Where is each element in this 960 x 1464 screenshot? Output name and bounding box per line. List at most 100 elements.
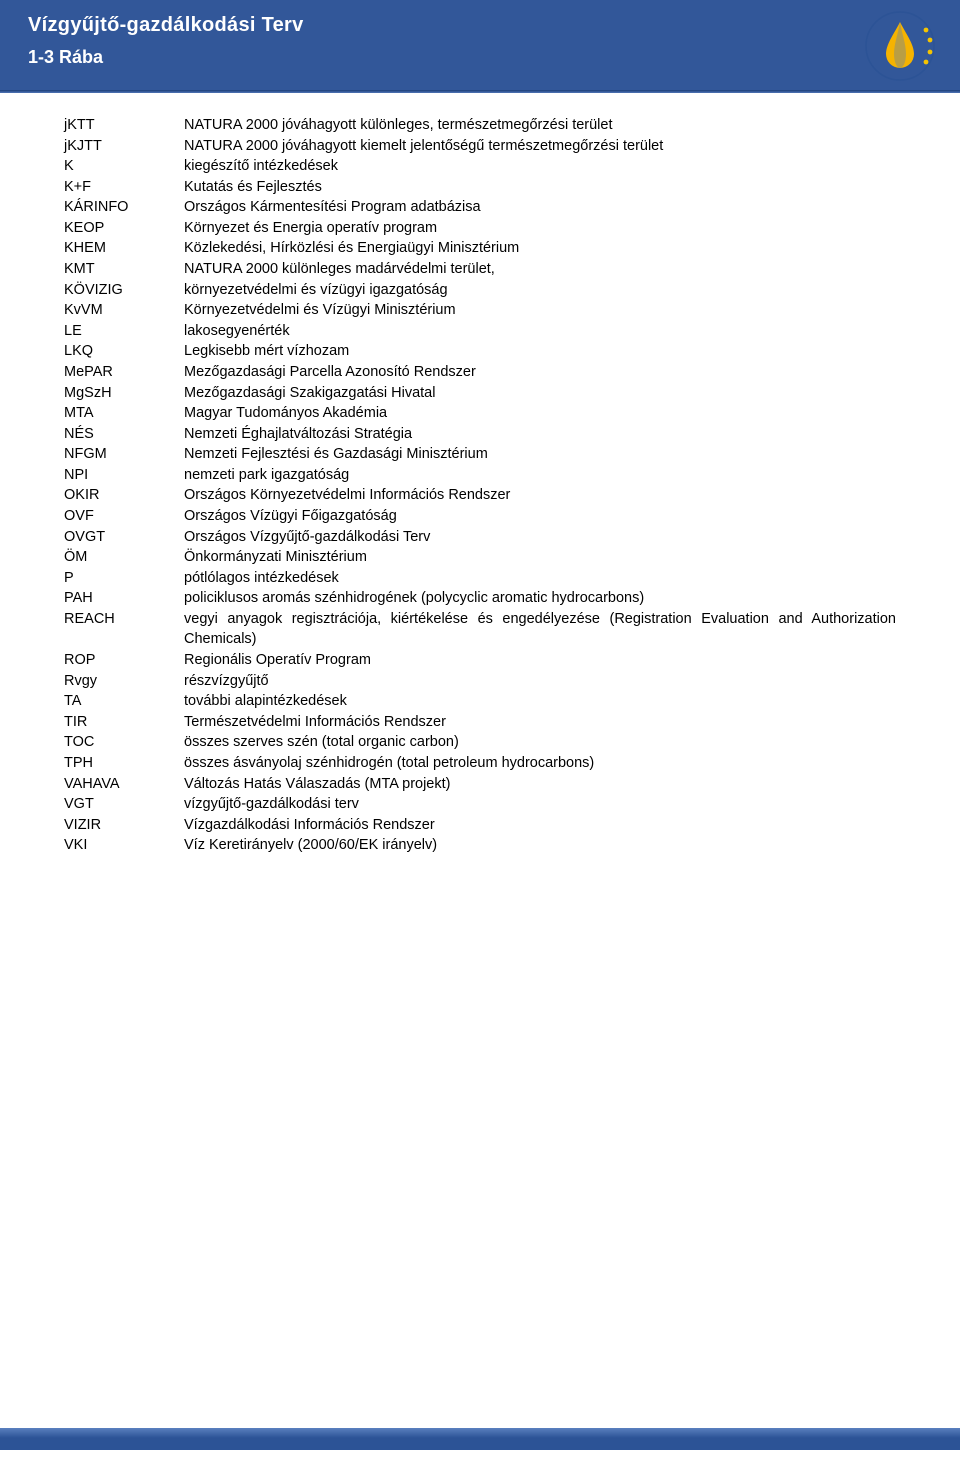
abbrev-definition: Vízgazdálkodási Információs Rendszer [184,815,896,836]
abbrev-definition: Mezőgazdasági Parcella Azonosító Rendsze… [184,362,896,383]
abbrev-code: KÁRINFO [64,197,184,218]
abbrev-definition: Országos Környezetvédelmi Információs Re… [184,485,896,506]
abbrev-definition: lakosegyenérték [184,321,896,342]
abbrev-code: LE [64,321,184,342]
abbrev-definition: összes ásványolaj szénhidrogén (total pe… [184,753,896,774]
abbrev-definition: Mezőgazdasági Szakigazgatási Hivatal [184,383,896,404]
abbrev-row: KHEMKözlekedési, Hírközlési és Energiaüg… [64,238,896,259]
abbrev-code: OKIR [64,485,184,506]
abbrev-code: NPI [64,465,184,486]
abbreviation-list: jKTTNATURA 2000 jóváhagyott különleges, … [0,93,960,896]
abbrev-row: jKTTNATURA 2000 jóváhagyott különleges, … [64,115,896,136]
abbrev-definition: Országos Vízügyi Főigazgatóság [184,506,896,527]
abbrev-code: OVGT [64,527,184,548]
abbrev-row: K+FKutatás és Fejlesztés [64,177,896,198]
abbrev-row: TAtovábbi alapintézkedések [64,691,896,712]
abbrev-code: VGT [64,794,184,815]
abbrev-definition: részvízgyűjtő [184,671,896,692]
abbrev-row: Ppótlólagos intézkedések [64,568,896,589]
footer-band [0,1428,960,1450]
abbrev-row: VIZIRVízgazdálkodási Információs Rendsze… [64,815,896,836]
abbrev-code: MePAR [64,362,184,383]
abbrev-code: KMT [64,259,184,280]
abbrev-code: VIZIR [64,815,184,836]
abbrev-code: REACH [64,609,184,630]
abbrev-code: jKTT [64,115,184,136]
abbrev-code: VKI [64,835,184,856]
abbrev-definition: Legkisebb mért vízhozam [184,341,896,362]
abbrev-definition: Magyar Tudományos Akadémia [184,403,896,424]
abbrev-code: MTA [64,403,184,424]
abbrev-row: ROPRegionális Operatív Program [64,650,896,671]
abbrev-row: jKJTTNATURA 2000 jóváhagyott kiemelt jel… [64,136,896,157]
abbrev-definition: Nemzeti Fejlesztési és Gazdasági Miniszt… [184,444,896,465]
page-header: Vízgyűjtő-gazdálkodási Terv 1-3 Rába [0,0,960,90]
abbrev-code: TA [64,691,184,712]
header-subtitle: 1-3 Rába [28,47,960,68]
header-title: Vízgyűjtő-gazdálkodási Terv [28,14,960,37]
abbrev-code: TPH [64,753,184,774]
abbrev-definition: Kutatás és Fejlesztés [184,177,896,198]
abbrev-definition: pótlólagos intézkedések [184,568,896,589]
abbrev-row: KÁRINFOOrszágos Kármentesítési Program a… [64,197,896,218]
abbrev-definition: összes szerves szén (total organic carbo… [184,732,896,753]
abbrev-code: K [64,156,184,177]
abbrev-definition: Környezetvédelmi és Vízügyi Minisztérium [184,300,896,321]
abbrev-definition: vegyi anyagok regisztrációja, kiértékelé… [184,609,896,650]
abbrev-row: LKQLegkisebb mért vízhozam [64,341,896,362]
abbrev-code: KEOP [64,218,184,239]
abbrev-definition: Országos Vízgyűjtő-gazdálkodási Terv [184,527,896,548]
abbrev-code: MgSzH [64,383,184,404]
abbrev-row: REACHvegyi anyagok regisztrációja, kiért… [64,609,896,650]
abbrev-definition: nemzeti park igazgatóság [184,465,896,486]
abbrev-row: OVFOrszágos Vízügyi Főigazgatóság [64,506,896,527]
abbrev-row: LElakosegyenérték [64,321,896,342]
abbrev-code: LKQ [64,341,184,362]
abbrev-definition: Nemzeti Éghajlatváltozási Stratégia [184,424,896,445]
abbrev-row: ÖMÖnkormányzati Minisztérium [64,547,896,568]
abbrev-code: KÖVIZIG [64,280,184,301]
abbrev-definition: környezetvédelmi és vízügyi igazgatóság [184,280,896,301]
abbrev-definition: NATURA 2000 jóváhagyott kiemelt jelentős… [184,136,896,157]
abbrev-definition: NATURA 2000 jóváhagyott különleges, term… [184,115,896,136]
abbrev-row: OKIROrszágos Környezetvédelmi Információ… [64,485,896,506]
abbrev-definition: Regionális Operatív Program [184,650,896,671]
abbrev-row: KEOPKörnyezet és Energia operatív progra… [64,218,896,239]
abbrev-row: Rvgyrészvízgyűjtő [64,671,896,692]
abbrev-code: K+F [64,177,184,198]
abbrev-definition: NATURA 2000 különleges madárvédelmi terü… [184,259,896,280]
abbrev-code: ÖM [64,547,184,568]
abbrev-definition: Természetvédelmi Információs Rendszer [184,712,896,733]
abbrev-code: Rvgy [64,671,184,692]
abbrev-row: VKIVíz Keretirányelv (2000/60/EK irányel… [64,835,896,856]
abbrev-row: TOCösszes szerves szén (total organic ca… [64,732,896,753]
abbrev-code: KvVM [64,300,184,321]
abbrev-code: P [64,568,184,589]
abbrev-row: MgSzHMezőgazdasági Szakigazgatási Hivata… [64,383,896,404]
abbrev-row: PAHpoliciklusos aromás szénhidrogének (p… [64,588,896,609]
abbrev-definition: Közlekedési, Hírközlési és Energiaügyi M… [184,238,896,259]
abbrev-code: PAH [64,588,184,609]
abbrev-definition: Víz Keretirányelv (2000/60/EK irányelv) [184,835,896,856]
abbrev-row: VAHAVAVáltozás Hatás Válaszadás (MTA pro… [64,774,896,795]
abbrev-definition: Önkormányzati Minisztérium [184,547,896,568]
abbrev-code: TOC [64,732,184,753]
abbrev-code: NFGM [64,444,184,465]
abbrev-definition: Változás Hatás Válaszadás (MTA projekt) [184,774,896,795]
water-drop-eu-stars-icon [864,10,936,82]
abbrev-code: NÉS [64,424,184,445]
abbrev-code: TIR [64,712,184,733]
abbrev-row: Kkiegészítő intézkedések [64,156,896,177]
abbrev-definition: Országos Kármentesítési Program adatbázi… [184,197,896,218]
abbrev-definition: policiklusos aromás szénhidrogének (poly… [184,588,896,609]
abbrev-code: ROP [64,650,184,671]
abbrev-row: KvVMKörnyezetvédelmi és Vízügyi Miniszté… [64,300,896,321]
abbrev-row: NFGMNemzeti Fejlesztési és Gazdasági Min… [64,444,896,465]
abbrev-code: VAHAVA [64,774,184,795]
abbrev-definition: Környezet és Energia operatív program [184,218,896,239]
abbrev-row: KMTNATURA 2000 különleges madárvédelmi t… [64,259,896,280]
abbrev-code: OVF [64,506,184,527]
abbrev-row: NPInemzeti park igazgatóság [64,465,896,486]
abbrev-row: MTAMagyar Tudományos Akadémia [64,403,896,424]
abbrev-definition: további alapintézkedések [184,691,896,712]
